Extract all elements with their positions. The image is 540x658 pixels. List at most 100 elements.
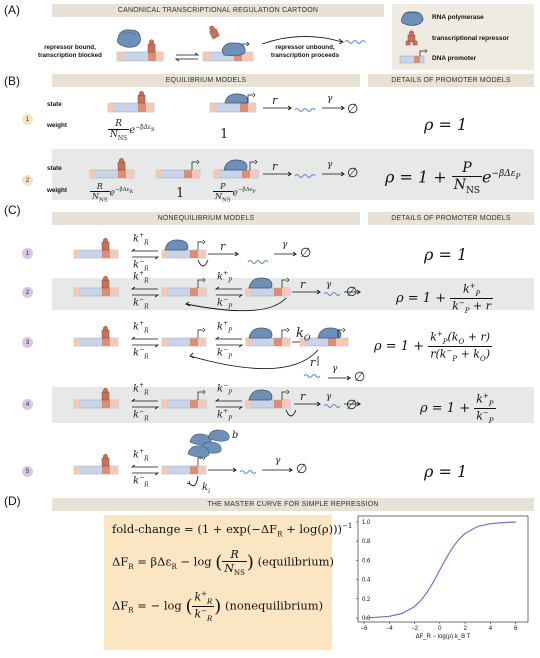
master-eq-line2-sub: R — [128, 562, 134, 571]
chart-xtick-label: −2 — [411, 626, 419, 632]
master-eq-line2-num: R — [222, 548, 247, 562]
neq-row1-empty: ∅ — [300, 246, 312, 261]
cartoon-unbound-line1: repressor unbound, — [275, 44, 335, 51]
neq-row5-kRp-k: k — [133, 449, 140, 461]
cartoon-left-rnap-icon — [117, 29, 141, 48]
neq-row3-r: r — [310, 356, 316, 369]
neq-row5-promoter-b — [161, 455, 207, 475]
eq-row1-weight-repressor: R NNS e−βΔεR — [108, 119, 155, 142]
chart-yticks: 0.0 0.2 0.4 0.6 0.8 1.0 — [356, 520, 371, 622]
neq-row4-kRp-sub: R — [144, 389, 149, 397]
neq-row1-kRm-k: k — [133, 259, 140, 271]
eq-row2-weight-p-den-sub: NS — [222, 197, 231, 204]
chart-series-line — [363, 521, 516, 619]
neq-row5-promoter-a — [73, 454, 119, 475]
neq-row2-kPp-k: k — [217, 271, 224, 283]
chart-xtick-label: 4 — [489, 626, 493, 632]
eq-row1-weight-label: weight — [47, 122, 67, 129]
neq-row4-mrna-icon — [323, 403, 341, 409]
eq-row2-weight-r-num: R — [90, 182, 110, 192]
eq-row2-r: r — [272, 160, 278, 173]
neq-row2-kPm-k: k — [217, 297, 224, 309]
neq-row2-kRm-sub: R — [144, 303, 149, 311]
neq-row3-gamma: γ — [332, 364, 338, 374]
neq-row2-r: r — [300, 278, 306, 291]
neq-row1-mrna-icon — [247, 259, 269, 265]
chart-ytick-label: 0.8 — [362, 539, 371, 545]
eq-row2-empty: ∅ — [347, 166, 359, 181]
neq-row3-kR-plus: k+R — [133, 320, 149, 334]
legend-promoter-label: DNA promoter — [432, 55, 477, 62]
neq-row1-kRp-sub: R — [144, 239, 149, 247]
banner-master: THE MASTER CURVE FOR SIMPLE REPRESSION — [52, 498, 534, 511]
eq-row2-weight-p-exp-subsub: P — [252, 190, 256, 196]
neq-row1-gamma: γ — [282, 240, 288, 250]
panel-label-b: (B) — [4, 74, 20, 88]
neq-row4-r: r — [300, 390, 306, 403]
neq-row3-kPm-k: k — [217, 347, 224, 359]
eq-row2-weight-p-exp-sup: −βΔε — [237, 187, 253, 194]
neq-row4-rho-den-sub: P — [488, 416, 494, 425]
master-eq-line3-den-sub: R — [207, 614, 213, 623]
neq-row-number-5: 5 — [22, 466, 33, 477]
eq-row1-diagram — [107, 91, 346, 113]
neq-row3-empty: ∅ — [354, 370, 366, 385]
panel-label-c: (C) — [4, 203, 21, 217]
neq-row4-kPm-sup: − — [223, 382, 229, 389]
neq-row5-empty: ∅ — [296, 462, 308, 477]
neq-row-number-2: 2 — [22, 287, 33, 298]
neq-row5-rnap-cluster-icon — [187, 429, 230, 458]
neq-row5-ki-k: k — [202, 482, 209, 493]
eq-row2-weight-label: weight — [47, 187, 67, 194]
cartoon-right-rnap-icon — [221, 42, 246, 56]
neq-row2-rho-num-sup: + — [469, 282, 476, 290]
eq-row2-rho-den-sub: NS — [466, 185, 481, 196]
neq-row4-promoter-c — [245, 389, 291, 409]
neq-row3-rho-den-sub: P — [452, 354, 458, 363]
eq-row1-empty: ∅ — [347, 102, 359, 117]
neq-row2-kRm-sup: − — [139, 296, 145, 303]
eq-row2-rho-num: P — [451, 160, 483, 177]
eq-row2-rho: ρ = 1 + P NNS e−βΔεP — [385, 160, 520, 196]
cartoon-unbound-label: repressor unbound, transcription proceed… — [260, 44, 350, 59]
neq-row2-rho-den-sub: P — [464, 306, 470, 315]
eq-row1-weight-exp-subsub: R — [151, 127, 155, 133]
neq-row5-rho: ρ = 1 — [424, 462, 468, 481]
master-eq-line3-num-sup: + — [201, 590, 208, 598]
master-eq-line2-sub2: R — [171, 562, 177, 571]
neq-row4-kPm-sub: P — [228, 389, 233, 397]
neq-row1-kR-minus: k−R — [133, 258, 149, 272]
eq-row2-weight-r-exp-sup: −βΔε — [114, 187, 130, 194]
neq-row2-kRp-sub: R — [144, 277, 149, 285]
neq-row3-kO-k: k — [296, 326, 304, 341]
master-eq-line2: ΔFR = βΔεR − log (R NNS) (equilibrium) — [112, 548, 334, 578]
master-eq-line3-tag: (nonequilibrium) — [224, 598, 324, 613]
neq-row3-promoter-a — [73, 326, 119, 347]
neq-row4-kP-minus: k−P — [217, 382, 232, 396]
legend-icons — [399, 11, 428, 64]
neq-row5-kRp-sup: + — [139, 448, 145, 455]
chart-ytick-label: 0.0 — [362, 616, 371, 622]
neq-row5-gamma: γ — [275, 456, 281, 466]
chart-xtick-label: 6 — [514, 626, 518, 632]
neq-row1-r: r — [220, 240, 226, 253]
eq-row2-mrna-icon — [294, 173, 316, 179]
chart-xticks: −6 −4 −2 0 2 4 6 — [361, 622, 518, 632]
eq-row1-weight-den: N — [110, 130, 118, 140]
neq-row3-kRp-sub: R — [144, 327, 149, 335]
neq-row4-kRp-sup: + — [139, 382, 145, 389]
legend-box: RNA polymerase transcriptional repressor… — [392, 4, 534, 70]
master-eq-line3-den-sup: − — [201, 606, 208, 615]
neq-row4-rho-prefix: ρ = 1 + — [420, 400, 471, 416]
chart-ytick-label: 0.2 — [362, 597, 371, 603]
master-eq-line2-den-sub: NS — [233, 569, 245, 578]
chart-xtick-label: −6 — [361, 626, 369, 632]
neq-row2-kPm-sub: P — [228, 303, 233, 311]
banner-eq-models: EQUILIBRIUM MODELS — [52, 74, 360, 87]
cartoon-transcription-arrow — [261, 36, 343, 45]
neq-row-number-4: 4 — [22, 399, 33, 410]
neq-row2-kR-minus: k−R — [133, 296, 149, 310]
neq-row2-kP-plus: k+P — [217, 270, 232, 284]
neq-row4-kPp-k: k — [217, 409, 224, 421]
neq-row3-kRm-k: k — [133, 347, 140, 359]
